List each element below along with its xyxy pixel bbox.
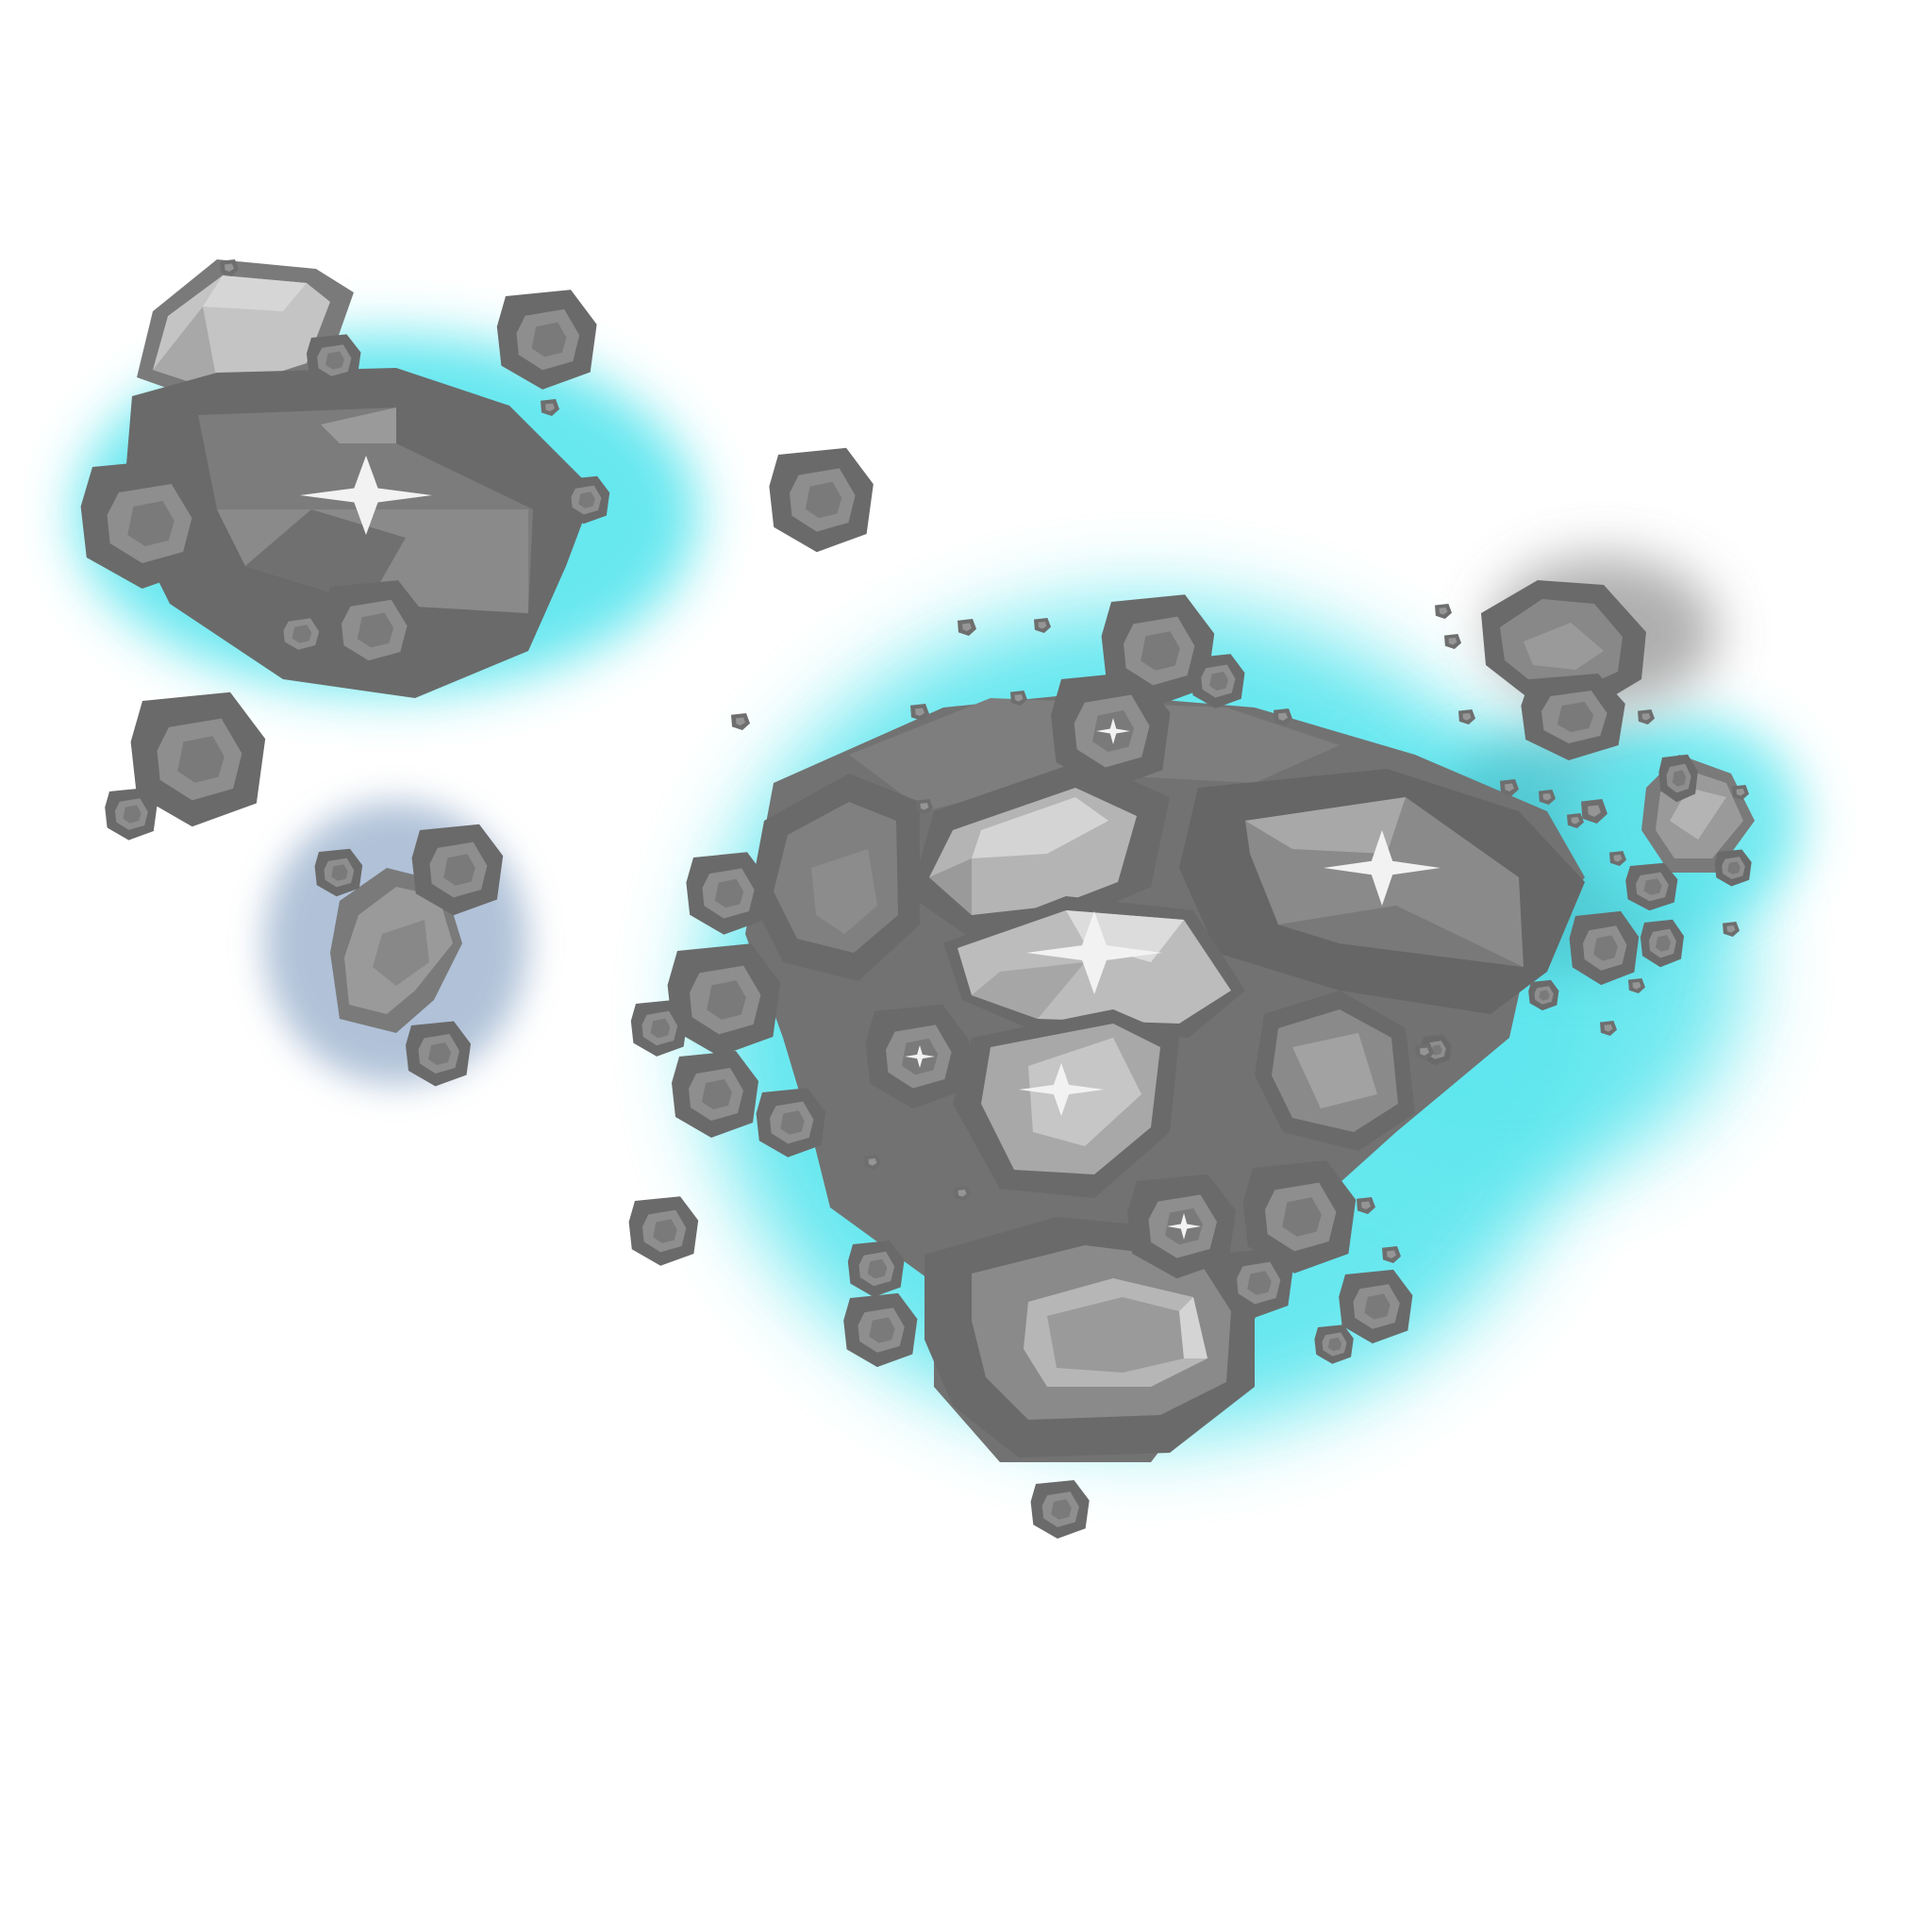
large-asteroid — [745, 671, 1585, 1462]
large-asteroid — [80, 259, 610, 698]
small-asteroid — [105, 691, 504, 1087]
small-asteroid — [1481, 580, 1755, 986]
